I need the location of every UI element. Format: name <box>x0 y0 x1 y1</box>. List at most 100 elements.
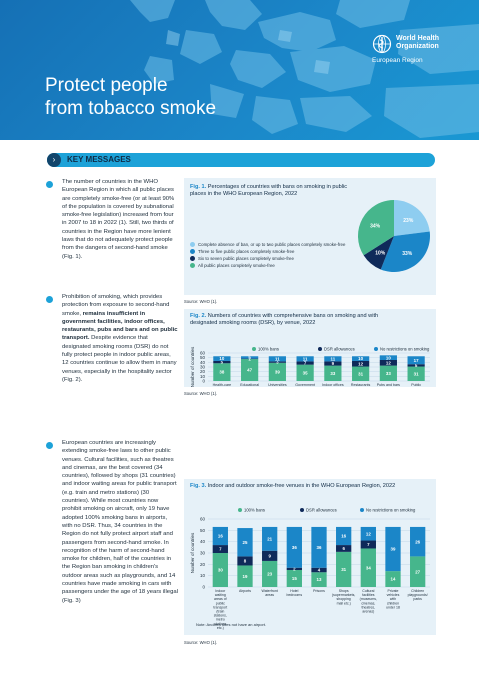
bullet-icon <box>46 181 53 188</box>
title-line-1: Protect people <box>45 75 168 96</box>
figure-3-bar-chart: 0 10 20 30 40 50 60 Number of countries 100% ban… <box>190 508 430 630</box>
bar-value-label: 47 <box>247 368 252 373</box>
bar-value-label: 6 <box>342 546 345 551</box>
bar-value-label: 12 <box>386 360 391 365</box>
bar-segment <box>268 362 286 381</box>
legend-swatch <box>238 508 242 512</box>
y-tick-label: 60 <box>200 351 206 356</box>
bar-segment <box>324 365 342 381</box>
bar-value-label: 36 <box>317 545 322 550</box>
legend-label: No restrictions on smoking <box>380 347 430 352</box>
x-tick-label: Restaurants <box>351 383 371 387</box>
legend-swatch <box>374 347 378 351</box>
body-text: The number of countries in the WHO Europ… <box>62 179 175 260</box>
x-tick-label: Waterfront areas <box>262 589 278 597</box>
legend-label: Complete absence of ban, or up to two pu… <box>198 242 346 247</box>
pie-slice-label: 23% <box>403 218 414 224</box>
key-message-paragraph-1: The number of countries in the WHO Europ… <box>62 178 178 261</box>
bar-value-label: 12 <box>366 531 371 536</box>
bar-segment <box>410 556 426 587</box>
key-messages-heading: KEY MESSAGES <box>67 155 131 164</box>
figure-1-panel: Fig. 1. Percentages of countries with ba… <box>184 178 436 295</box>
bar-segment <box>268 356 286 362</box>
bar-value-label: 17 <box>414 358 419 363</box>
bar-segment <box>237 556 253 566</box>
x-tick-label: Pubs and bars <box>377 383 400 387</box>
bar-segment <box>311 526 327 568</box>
bar-segment <box>336 526 352 546</box>
bar-value-label: 11 <box>275 356 280 361</box>
bar-value-label: 16 <box>341 534 346 539</box>
org-name-line-1: World Health <box>396 35 440 42</box>
x-tick-label: Governmentfacilities <box>295 383 315 387</box>
figure-1-label: Fig. 1. <box>190 184 207 190</box>
x-tick-label: Airports <box>239 589 251 593</box>
page-title: Protect people from tobacco smoke <box>45 74 216 120</box>
bar-segment <box>286 526 302 568</box>
legend-swatch <box>190 256 195 262</box>
bar-segment <box>286 567 302 570</box>
y-tick-label: 10 <box>200 573 206 578</box>
figure-1-pie-chart: 23% 33% 10% 34% <box>358 200 430 272</box>
bar-value-label: 38 <box>219 370 224 375</box>
bar-segment <box>352 356 370 361</box>
bar-segment <box>213 363 231 381</box>
legend-label: No restrictions on smoking <box>366 508 416 513</box>
bar-value-label: 36 <box>292 545 297 550</box>
bar-value-label: 5 <box>248 355 251 360</box>
bar-segment <box>296 356 314 362</box>
legend-label: Three to five public places completely s… <box>198 249 295 254</box>
bar-value-label: 26 <box>415 539 420 544</box>
pie-slice-label: 34% <box>370 224 381 230</box>
bar-segment <box>324 361 342 366</box>
x-tick-label: Cultural facilities (museums, cinemas, theat… <box>360 589 377 614</box>
figure-3-label: Fig. 3. <box>190 483 207 489</box>
bar-segment <box>241 356 259 359</box>
bar-value-label: 12 <box>358 361 363 366</box>
bar-segment <box>360 526 376 541</box>
figure-3-panel: Fig. 3. Indoor and outdoor smoke-free ve… <box>184 479 436 635</box>
bar-value-label: 31 <box>341 567 346 572</box>
who-emblem-icon <box>372 34 392 54</box>
bar-value-label: 33 <box>386 371 391 376</box>
y-tick-label: 30 <box>200 365 206 370</box>
figure-2-title: Fig. 2. Numbers of countries with compre… <box>190 313 390 327</box>
bar-value-label: 33 <box>330 371 335 376</box>
y-tick-label: 50 <box>200 355 206 360</box>
figure-3-title: Fig. 3. Indoor and outdoor smoke-free ve… <box>190 483 430 490</box>
y-axis-label: Number of countries <box>190 346 195 387</box>
bar-value-label: 8 <box>244 559 247 564</box>
pie-slice-label: 33% <box>402 251 413 257</box>
bar-value-label: 31 <box>358 371 363 376</box>
bar-value-label: 11 <box>331 356 336 361</box>
org-region: European Region <box>372 57 423 64</box>
bar-segment <box>262 550 278 561</box>
legend-swatch <box>190 249 195 255</box>
bar-value-label: 16 <box>218 534 223 539</box>
bar-segment <box>212 526 228 546</box>
y-tick-label: 30 <box>200 551 206 556</box>
bar-value-label: 3 <box>276 360 279 365</box>
bar-value-label: 7 <box>219 547 222 552</box>
figure-3-source: Source: WHO (1). <box>184 640 218 645</box>
bar-segment <box>262 560 278 587</box>
bar-segment <box>336 551 352 587</box>
bar-segment <box>336 545 352 552</box>
bar-segment <box>268 361 286 363</box>
header-banner: Protect people from tobacco smoke World … <box>0 0 479 140</box>
y-tick-label: 10 <box>200 374 206 379</box>
bar-value-label: 9 <box>268 553 271 558</box>
x-tick-label: Educationalfacilitiesexceptuniversities <box>240 383 259 387</box>
legend-swatch <box>360 508 364 512</box>
bar-value-label: 13 <box>317 577 322 582</box>
bar-segment <box>241 359 259 381</box>
figure-3-title-text: Indoor and outdoor smoke-free venues in … <box>207 483 396 489</box>
key-message-paragraph-2: Prohibition of smoking, which provides p… <box>62 293 178 384</box>
y-tick-label: 40 <box>200 360 206 365</box>
pie-slice <box>358 200 394 256</box>
bar-segment <box>379 355 397 360</box>
bar-value-label: 4 <box>318 568 321 573</box>
legend-label: 100% bans <box>258 347 279 352</box>
bar-value-label: 1 <box>248 356 251 361</box>
y-tick-label: 20 <box>200 369 206 374</box>
